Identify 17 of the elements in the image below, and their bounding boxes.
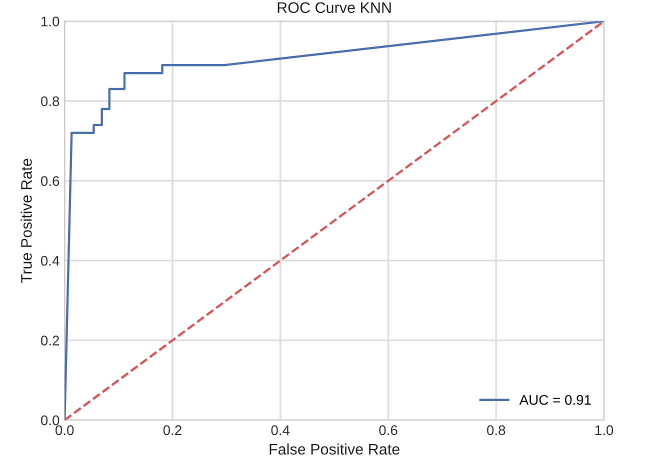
legend-label: AUC = 0.91 bbox=[519, 395, 591, 405]
chart-title: ROC Curve KNN bbox=[278, 2, 391, 14]
x-tick-label: 1.0 bbox=[595, 425, 614, 436]
y-tick-label: 0.8 bbox=[40, 96, 60, 106]
y-tick-label: 0.6 bbox=[40, 176, 60, 186]
x-tick-label: 0.2 bbox=[163, 425, 182, 436]
y-tick-label: 0.2 bbox=[40, 336, 60, 346]
y-tick-label: 0.0 bbox=[40, 415, 60, 426]
x-axis-title: False Positive Rate bbox=[270, 443, 400, 455]
y-tick-label: 1.0 bbox=[41, 16, 60, 26]
x-tick-label: 0.0 bbox=[55, 425, 74, 436]
x-tick-label: 0.6 bbox=[379, 425, 398, 436]
x-tick-label: 0.8 bbox=[487, 425, 506, 436]
y-axis-title: True Positive Rate bbox=[20, 158, 32, 283]
x-tick-label: 0.4 bbox=[271, 425, 290, 436]
line-series bbox=[64, 21, 604, 420]
y-tick-label: 0.4 bbox=[40, 256, 60, 266]
